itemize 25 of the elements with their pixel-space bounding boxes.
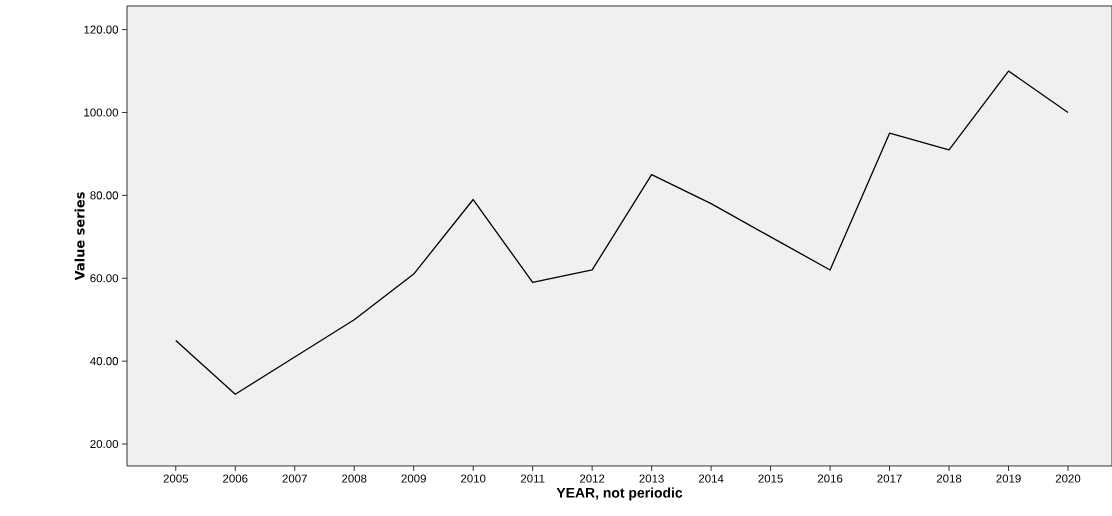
x-tick-label: 2018 [936,474,962,483]
y-tick-label: 80.00 [90,191,119,200]
x-tick-label: 2012 [579,474,605,483]
x-tick-label: 2020 [1055,474,1081,483]
x-tick-label: 2019 [996,474,1021,483]
line-series [175,70,1069,395]
x-tick-label: 2015 [758,474,783,483]
y-tick-label: 120.00 [84,25,119,34]
x-tick-label: 2010 [461,474,486,483]
x-tick-label: 2005 [163,474,189,483]
y-tick-label: 20.00 [90,439,119,449]
x-tick-label: 2014 [698,474,724,483]
x-axis-title: YEAR, not periodic [556,487,683,501]
y-tick-label: 100.00 [84,108,119,117]
y-tick-label: 40.00 [90,357,119,366]
y-axis-title: Value series [74,192,85,281]
x-tick-label: 2007 [282,474,307,483]
x-tick-label: 2009 [401,474,426,483]
y-tick-label: 60.00 [90,274,119,283]
x-tick-label: 2008 [342,474,367,483]
x-tick-label: 2011 [520,474,545,483]
x-tick-label: 2006 [223,474,248,483]
x-tick-label: 2016 [817,474,843,483]
x-tick-label: 2017 [877,474,902,483]
x-tick-label: 2013 [639,474,664,483]
